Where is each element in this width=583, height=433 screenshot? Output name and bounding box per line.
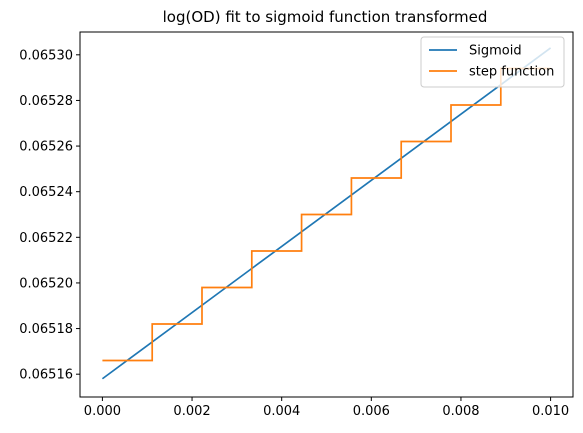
plot-area: 0.000 0.002 0.004 0.006 0.008 0.010 0.06516 0.0… <box>19 32 573 419</box>
x-tick-label: 0.010 <box>532 404 569 419</box>
x-tick-label: 0.006 <box>353 404 390 419</box>
x-tick-label: 0.000 <box>84 404 121 419</box>
y-tick-label: 0.06516 <box>19 368 73 383</box>
y-tick-label: 0.06520 <box>19 276 73 291</box>
y-tick-label: 0.06530 <box>19 48 73 63</box>
y-tick-label: 0.06528 <box>19 94 73 109</box>
legend: Sigmoid step function <box>421 37 564 87</box>
legend-label: Sigmoid <box>469 44 522 59</box>
y-tick-label: 0.06526 <box>19 140 73 155</box>
series-line-0 <box>102 48 550 379</box>
chart-title: log(OD) fit to sigmoid function transfor… <box>163 8 488 26</box>
series-line-1 <box>102 69 550 361</box>
x-tick-label: 0.004 <box>263 404 300 419</box>
y-tick-label: 0.06524 <box>19 185 73 200</box>
y-tick-label: 0.06522 <box>19 231 73 246</box>
x-tick-label: 0.008 <box>442 404 479 419</box>
legend-label: step function <box>469 65 554 80</box>
y-tick-label: 0.06518 <box>19 322 73 337</box>
x-tick-label: 0.002 <box>173 404 210 419</box>
